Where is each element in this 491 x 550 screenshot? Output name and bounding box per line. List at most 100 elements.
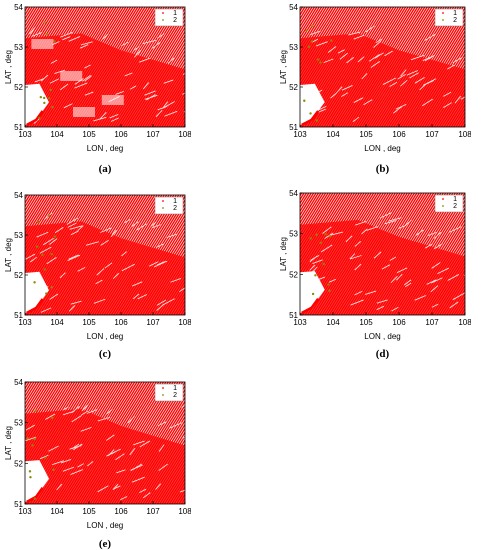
- gap-streak: [384, 220, 397, 225]
- legend-marker: [442, 12, 444, 14]
- gap-streak: [443, 102, 452, 108]
- x-tick-label: 105: [359, 130, 373, 139]
- gap-streak: [46, 256, 57, 265]
- gap-streak: [349, 253, 356, 260]
- gap-streak: [155, 483, 162, 490]
- x-tick-label: 105: [359, 318, 373, 327]
- y-tick-label: 54: [289, 189, 298, 198]
- series-2-point: [44, 456, 47, 459]
- gap-streak: [129, 448, 136, 456]
- series-2-point: [315, 119, 319, 122]
- legend-marker: [442, 198, 444, 200]
- legend-marker: [162, 200, 164, 202]
- gap-streak: [120, 496, 128, 501]
- panel-caption: (c): [98, 348, 112, 360]
- series-1-tracks: [274, 193, 465, 315]
- gap-streak: [396, 267, 408, 274]
- y-tick-label: 53: [14, 43, 23, 52]
- gap-streak: [376, 299, 388, 304]
- x-tick-label: 108: [178, 130, 191, 139]
- dense-region: [300, 33, 465, 127]
- gap-streak: [102, 33, 109, 40]
- y-tick-label: 52: [289, 83, 298, 92]
- legend: 12: [154, 383, 184, 402]
- gap-streak: [184, 71, 185, 74]
- x-tick-label: 108: [458, 130, 471, 139]
- track-line: [25, 382, 54, 429]
- series-2-point: [311, 292, 315, 296]
- track-line: [300, 193, 327, 236]
- gap-streak: [104, 262, 113, 269]
- gap-streak: [328, 278, 336, 283]
- gap-streak: [397, 73, 406, 80]
- x-tick-label: 107: [425, 318, 439, 327]
- gap-streak: [427, 231, 438, 236]
- x-tick-label: 106: [114, 318, 128, 327]
- gap-streak: [25, 436, 37, 442]
- track-line: [300, 193, 334, 248]
- track-line: [188, 7, 191, 127]
- gap-streak: [25, 424, 36, 431]
- track-line: [300, 7, 323, 44]
- chart-panel-1: 103 104 105 106 107 108 51 52 53 54 LON , deg LAT ,…: [274, 3, 471, 153]
- axes-frame: [299, 192, 466, 316]
- x-axis-label: LON , deg: [364, 144, 400, 153]
- gap-streak: [310, 255, 320, 261]
- track-line: [274, 7, 276, 127]
- x-axis-label: LON , deg: [87, 521, 123, 530]
- x-tick-label: 104: [50, 130, 64, 139]
- y-tick-label: 52: [14, 83, 23, 92]
- gap-streak: [388, 217, 402, 222]
- series-2-point: [303, 99, 306, 102]
- track-line: [274, 193, 278, 315]
- axes-frame: [24, 194, 186, 316]
- gap-streak: [97, 416, 111, 422]
- series-1-tracks: [25, 382, 185, 504]
- gap-streak: [127, 416, 135, 424]
- gap-streak: [460, 96, 465, 100]
- faded-patch: [73, 107, 95, 117]
- gap-streak: [66, 217, 79, 225]
- track-line: [25, 7, 48, 44]
- gap-streak: [93, 298, 106, 304]
- x-tick-label: 104: [326, 130, 340, 139]
- gap-streak: [382, 77, 396, 85]
- gap-streak: [150, 221, 157, 227]
- track-line: [0, 195, 1, 315]
- gap-streak: [433, 243, 443, 250]
- gap-streak: [131, 221, 139, 227]
- gap-streak: [369, 54, 380, 62]
- gap-streak: [113, 485, 121, 490]
- gap-streak: [415, 229, 424, 236]
- track-line: [300, 193, 329, 240]
- gap-streak: [77, 266, 86, 272]
- gap-streak: [423, 78, 437, 86]
- x-tick-label: 108: [178, 507, 191, 516]
- gap-streak: [426, 279, 437, 285]
- track-line: [25, 195, 45, 228]
- gap-streak: [354, 240, 362, 247]
- gap-streak: [129, 85, 137, 90]
- gap-streak: [97, 485, 109, 493]
- gap-streak: [132, 476, 145, 483]
- gap-streak: [68, 254, 79, 260]
- x-tick-label: 104: [50, 318, 64, 327]
- track-line: [25, 382, 47, 417]
- dense-region: [25, 33, 185, 127]
- series-2-point: [327, 283, 330, 286]
- gap-streak: [105, 409, 113, 415]
- track-line: [25, 195, 48, 232]
- track-line: [25, 7, 43, 36]
- gap-streak: [330, 231, 343, 236]
- y-axis-label: LAT , deg: [4, 238, 13, 272]
- gap-streak: [136, 223, 147, 231]
- track-line: [25, 195, 52, 239]
- legend-box: [154, 196, 184, 215]
- x-tick-label: 106: [392, 130, 406, 139]
- dense-region: [25, 408, 185, 504]
- gap-streak: [162, 101, 175, 109]
- gap-streak: [163, 298, 175, 305]
- gap-streak: [309, 264, 316, 271]
- series-2-point: [28, 470, 32, 473]
- gap-streak: [400, 79, 408, 87]
